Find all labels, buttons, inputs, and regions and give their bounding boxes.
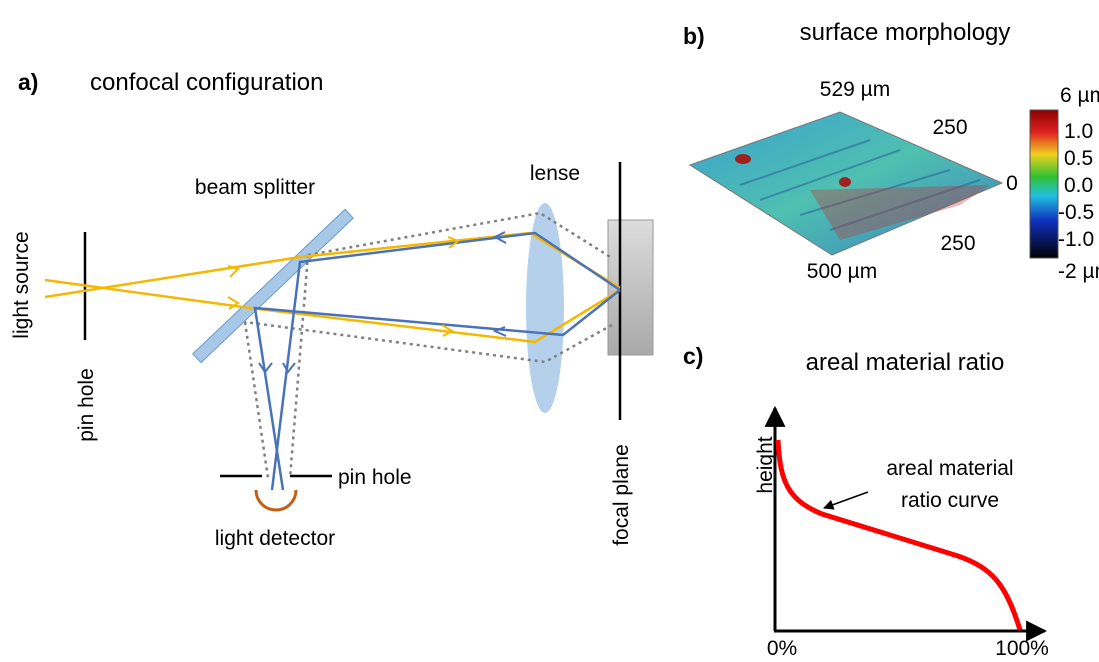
panel-label: a) [18, 69, 38, 95]
beam-splitter [193, 209, 354, 362]
annotation: ratio curve [901, 489, 999, 512]
axis-label: 500 µm [807, 260, 877, 283]
pin-hole-label: pin hole [338, 466, 412, 489]
focal-plane-label: focal plane [610, 444, 633, 546]
light-detector [256, 490, 296, 510]
figure: a) confocal configuration light source p… [0, 0, 1099, 662]
colorbar-label: -0.5 [1058, 201, 1094, 224]
panel-title: confocal configuration [90, 69, 323, 96]
beam-splitter-label: beam splitter [195, 176, 315, 199]
colorbar-label: 0.5 [1064, 147, 1093, 170]
light-source-label: light source [10, 231, 33, 338]
axis-label: 250 [932, 116, 967, 139]
annotation-arrow [824, 492, 868, 508]
annotation: areal material [886, 457, 1013, 480]
panel-title: surface morphology [800, 19, 1011, 46]
pin-hole-label: pin hole [75, 368, 98, 442]
axis-label: 250 [940, 232, 975, 255]
colorbar [1030, 110, 1058, 258]
colorbar-label: 6 µm [1060, 84, 1099, 107]
lens-label: lense [530, 162, 580, 185]
panel-label: c) [683, 343, 703, 369]
panel-label: b) [683, 23, 705, 49]
x-tick-label: 0% [767, 637, 797, 660]
reflected-beam [255, 233, 620, 490]
y-axis-label: height [754, 436, 777, 493]
axis-label: 529 µm [820, 78, 890, 101]
colorbar-label: 0.0 [1064, 174, 1093, 197]
colorbar-label: -1.0 [1058, 228, 1094, 251]
x-tick-label: 100% [995, 637, 1049, 660]
light-detector-label: light detector [215, 527, 335, 550]
colorbar-label: 1.0 [1064, 120, 1093, 143]
colorbar-label: -2 µm [1058, 260, 1099, 283]
axis-label: 0 [1006, 172, 1018, 195]
panel-title: areal material ratio [806, 349, 1005, 376]
